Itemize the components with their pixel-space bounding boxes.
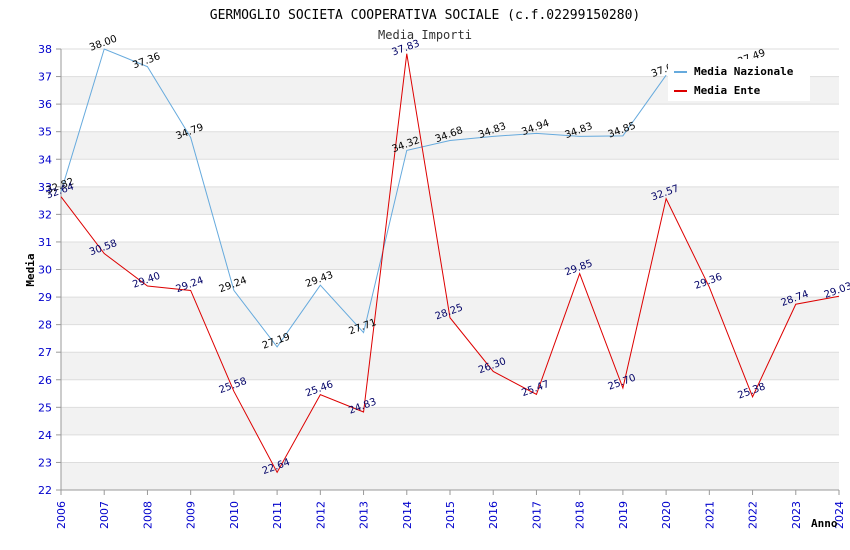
chart-title: GERMOGLIO SOCIETA COOPERATIVA SOCIALE (c… [210, 8, 640, 23]
legend-label-nazionale: Media Nazionale [694, 65, 794, 78]
y-tick-label: 29 [38, 291, 52, 304]
y-tick-label: 34 [38, 153, 52, 166]
x-tick-label: 2011 [271, 501, 284, 529]
y-tick-label: 32 [38, 208, 52, 221]
x-tick-label: 2019 [617, 501, 630, 529]
x-tick-label: 2018 [574, 501, 587, 529]
grid-bands [61, 76, 839, 490]
chart-subtitle: Media Importi [378, 28, 472, 42]
y-tick-label: 27 [38, 346, 52, 359]
x-tick-label: 2013 [358, 501, 371, 529]
y-tick-label: 33 [38, 181, 52, 194]
legend-label-ente: Media Ente [694, 84, 761, 97]
y-tick-label: 36 [38, 98, 52, 111]
grid-band [61, 297, 839, 325]
data-label-ente: 29.36 [693, 272, 724, 292]
y-tick-label: 22 [38, 484, 52, 497]
x-tick-label: 2014 [401, 501, 414, 529]
grid-band [61, 462, 839, 490]
y-tick-label: 26 [38, 374, 52, 387]
x-tick-label: 2023 [790, 501, 803, 529]
data-label-ente: 29.40 [131, 271, 162, 291]
grid-band [61, 241, 839, 270]
series-line-ente [60, 53, 840, 474]
y-axis-label: Media [24, 253, 37, 286]
x-axis-label: Anno [811, 517, 838, 530]
x-tick-label: 2015 [444, 501, 457, 529]
x-tick-label: 2020 [660, 501, 673, 529]
x-tick-label: 2012 [314, 501, 327, 529]
x-tick-label: 2010 [228, 501, 241, 529]
x-tick-label: 2024 [833, 501, 846, 529]
x-tick-label: 2017 [530, 501, 543, 529]
data-label-nazionale: 29.24 [218, 275, 249, 295]
y-tick-label: 31 [38, 236, 52, 249]
y-tick-label: 35 [38, 126, 52, 139]
y-tick-label: 38 [38, 43, 52, 56]
y-tick-label: 37 [38, 71, 52, 84]
y-axis-ticks: 22 23 24 25 26 27 28 29 30 31 32 33 34 35 36 37 38 [38, 43, 61, 497]
data-label-nazionale: 37.36 [131, 51, 162, 71]
x-tick-label: 2008 [141, 501, 154, 529]
grid-band [61, 131, 839, 160]
x-tick-label: 2007 [98, 501, 111, 529]
x-tick-label: 2009 [185, 501, 198, 529]
data-label-nazionale: 27.19 [261, 332, 292, 352]
x-tick-label: 2022 [747, 501, 760, 529]
x-axis-ticks: 2006 2007 2008 2009 2010 2011 2012 2013 2014 2015… [55, 490, 846, 529]
grid-band [61, 352, 839, 380]
x-tick-label: 2006 [55, 501, 68, 529]
series-line-nazionale [60, 48, 667, 348]
data-label-ente: 29.24 [174, 275, 205, 295]
y-tick-label: 28 [38, 319, 52, 332]
data-label-ente: 25.38 [736, 381, 767, 401]
y-tick-label: 23 [38, 456, 52, 469]
grid-band [61, 186, 839, 215]
data-label-ente: 25.47 [520, 379, 551, 399]
series-lines [60, 48, 840, 474]
y-tick-label: 24 [38, 429, 52, 442]
legend-box [668, 59, 810, 101]
y-tick-label: 30 [38, 264, 52, 277]
x-tick-label: 2016 [487, 501, 500, 529]
x-tick-label: 2021 [703, 501, 716, 529]
legend: Media Nazionale Media Ente [668, 59, 810, 101]
y-tick-label: 25 [38, 401, 52, 414]
grid-band [61, 407, 839, 435]
